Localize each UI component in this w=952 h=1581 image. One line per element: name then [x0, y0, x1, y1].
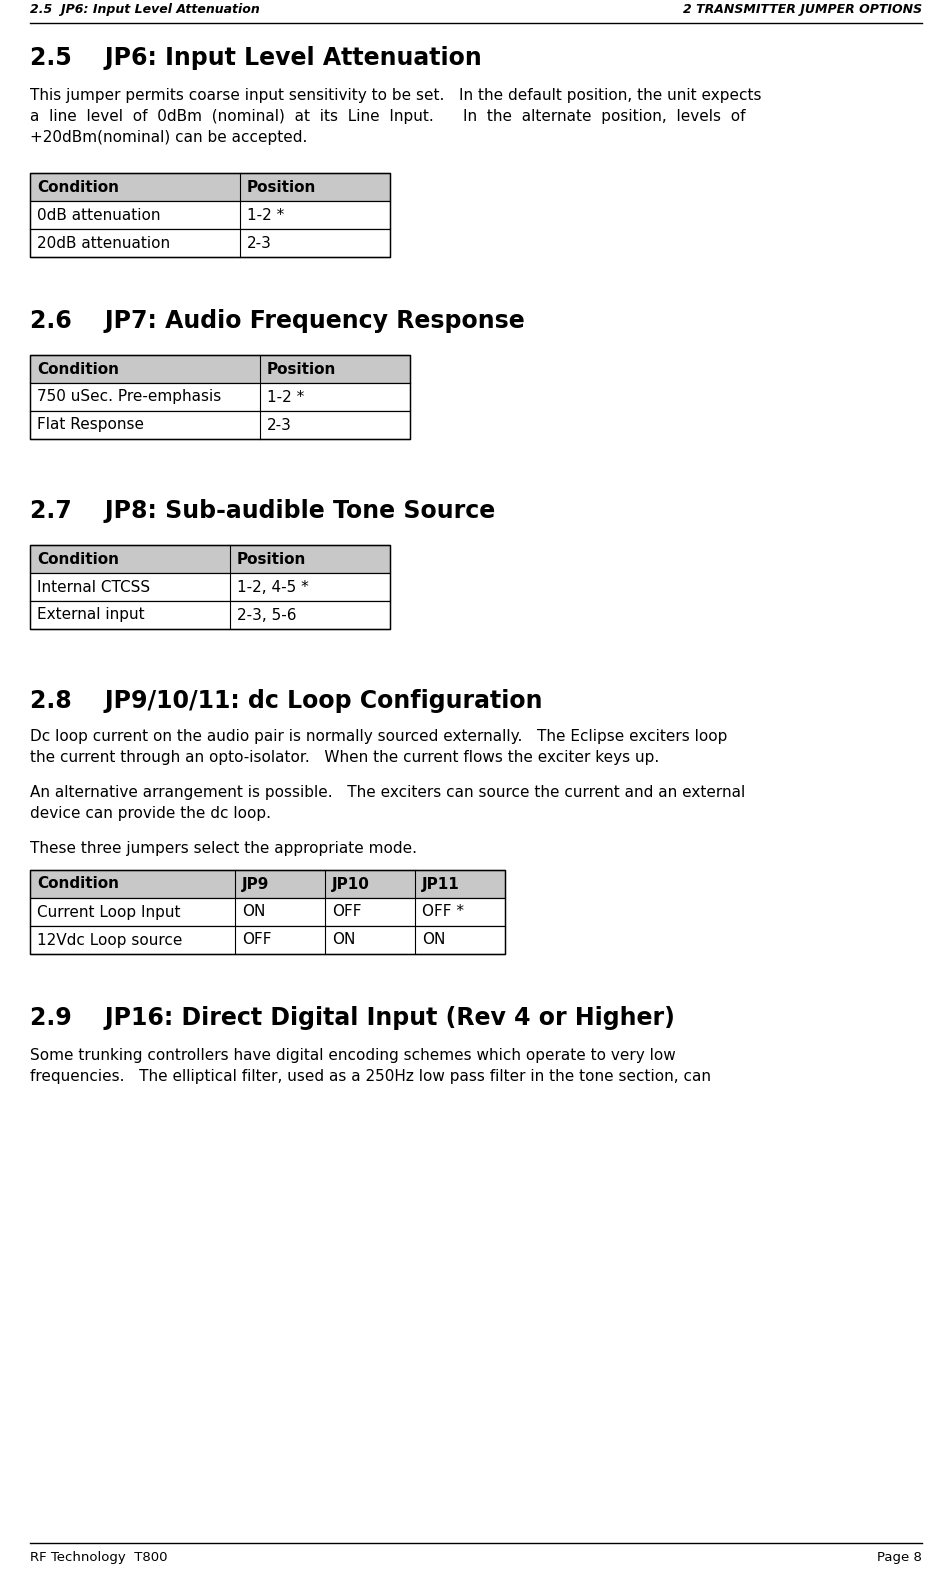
Text: External input: External input [37, 607, 145, 623]
Text: Condition: Condition [37, 552, 119, 566]
Text: 1-2 *: 1-2 * [267, 389, 305, 405]
Bar [30, 898, 505, 926]
Text: +20dBm(nominal) can be accepted.: +20dBm(nominal) can be accepted. [30, 130, 307, 145]
Text: OFF: OFF [242, 933, 271, 947]
Text: Internal CTCSS: Internal CTCSS [37, 580, 150, 594]
Text: Flat Response: Flat Response [37, 417, 144, 433]
Bar [30, 601, 390, 629]
Text: ON: ON [242, 904, 266, 920]
Bar [30, 870, 505, 898]
Text: ON: ON [422, 933, 446, 947]
Bar [30, 926, 505, 953]
Text: 2 TRANSMITTER JUMPER OPTIONS: 2 TRANSMITTER JUMPER OPTIONS [683, 3, 922, 16]
Text: 750 uSec. Pre-emphasis: 750 uSec. Pre-emphasis [37, 389, 221, 405]
Bar [30, 383, 410, 411]
Text: Position: Position [237, 552, 307, 566]
Text: frequencies.   The elliptical filter, used as a 250Hz low pass filter in the ton: frequencies. The elliptical filter, used… [30, 1069, 711, 1085]
Text: 2-3: 2-3 [267, 417, 292, 433]
Text: Position: Position [267, 362, 336, 376]
Text: Dc loop current on the audio pair is normally sourced externally.   The Eclipse : Dc loop current on the audio pair is nor… [30, 729, 727, 745]
Text: An alternative arrangement is possible.   The exciters can source the current an: An alternative arrangement is possible. … [30, 786, 745, 800]
Text: JP9: JP9 [242, 876, 269, 892]
Bar [30, 870, 505, 953]
Text: 2.9    JP16: Direct Digital Input (Rev 4 or Higher): 2.9 JP16: Direct Digital Input (Rev 4 or… [30, 1006, 675, 1029]
Bar [30, 229, 390, 258]
Text: 2-3, 5-6: 2-3, 5-6 [237, 607, 296, 623]
Text: Condition: Condition [37, 362, 119, 376]
Bar [30, 356, 410, 440]
Text: a  line  level  of  0dBm  (nominal)  at  its  Line  Input.      In  the  alterna: a line level of 0dBm (nominal) at its Li… [30, 109, 745, 123]
Text: OFF: OFF [332, 904, 362, 920]
Text: JP10: JP10 [332, 876, 370, 892]
Text: RF Technology  T800: RF Technology T800 [30, 1551, 168, 1564]
Text: 2.5  JP6: Input Level Attenuation: 2.5 JP6: Input Level Attenuation [30, 3, 260, 16]
Bar [30, 411, 410, 440]
Text: 2.5    JP6: Input Level Attenuation: 2.5 JP6: Input Level Attenuation [30, 46, 482, 70]
Bar [30, 545, 390, 629]
Bar [30, 172, 390, 258]
Text: JP11: JP11 [422, 876, 460, 892]
Text: OFF *: OFF * [422, 904, 464, 920]
Text: Condition: Condition [37, 180, 119, 194]
Bar [30, 356, 410, 383]
Text: 2.8    JP9/10/11: dc Loop Configuration: 2.8 JP9/10/11: dc Loop Configuration [30, 689, 543, 713]
Text: Condition: Condition [37, 876, 119, 892]
Text: Position: Position [247, 180, 316, 194]
Text: Page 8: Page 8 [877, 1551, 922, 1564]
Text: This jumper permits coarse input sensitivity to be set.   In the default positio: This jumper permits coarse input sensiti… [30, 89, 762, 103]
Bar [30, 572, 390, 601]
Text: 0dB attenuation: 0dB attenuation [37, 207, 161, 223]
Text: Some trunking controllers have digital encoding schemes which operate to very lo: Some trunking controllers have digital e… [30, 1048, 676, 1062]
Text: the current through an opto-isolator.   When the current flows the exciter keys : the current through an opto-isolator. Wh… [30, 749, 659, 765]
Text: 1-2 *: 1-2 * [247, 207, 285, 223]
Text: 20dB attenuation: 20dB attenuation [37, 236, 170, 250]
Text: 12Vdc Loop source: 12Vdc Loop source [37, 933, 183, 947]
Text: Current Loop Input: Current Loop Input [37, 904, 181, 920]
Text: device can provide the dc loop.: device can provide the dc loop. [30, 806, 271, 821]
Bar [30, 545, 390, 572]
Text: These three jumpers select the appropriate mode.: These three jumpers select the appropria… [30, 841, 417, 855]
Text: 2.7    JP8: Sub-audible Tone Source: 2.7 JP8: Sub-audible Tone Source [30, 500, 495, 523]
Bar [30, 201, 390, 229]
Text: 2.6    JP7: Audio Frequency Response: 2.6 JP7: Audio Frequency Response [30, 308, 525, 334]
Bar [30, 172, 390, 201]
Text: 2-3: 2-3 [247, 236, 272, 250]
Text: 1-2, 4-5 *: 1-2, 4-5 * [237, 580, 308, 594]
Text: ON: ON [332, 933, 355, 947]
